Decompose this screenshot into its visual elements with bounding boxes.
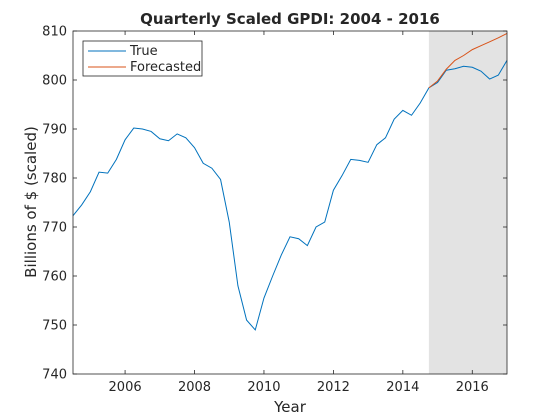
x-tick-label: 2012 xyxy=(317,380,350,395)
y-tick-label: 790 xyxy=(42,123,67,138)
x-tick-label: 2014 xyxy=(386,380,419,395)
series-line-true xyxy=(72,60,508,331)
y-axis-ticks: 740 750 760 770 780 790 800 810 xyxy=(42,25,507,383)
y-tick-label: 770 xyxy=(42,221,67,236)
chart-title: Quarterly Scaled GPDI: 2004 - 2016 xyxy=(140,10,440,28)
x-axis-ticks: 2006 2008 2010 2012 2014 2016 xyxy=(109,31,489,395)
y-tick-label: 740 xyxy=(42,368,67,383)
x-tick-label: 2016 xyxy=(456,380,489,395)
legend: True Forecasted xyxy=(82,40,203,77)
y-tick-label: 810 xyxy=(42,25,67,40)
series-line-forecasted xyxy=(428,33,508,89)
y-axis-label: Billions of $ (scaled) xyxy=(22,126,40,278)
legend-box xyxy=(82,40,203,77)
y-tick-label: 760 xyxy=(42,270,67,285)
x-tick-label: 2006 xyxy=(109,380,142,395)
x-axis-label: Year xyxy=(273,398,307,416)
legend-label-true: True xyxy=(129,44,158,59)
x-tick-label: 2008 xyxy=(178,380,211,395)
series-layer xyxy=(72,33,508,331)
y-tick-label: 800 xyxy=(42,74,67,89)
legend-label-forecasted: Forecasted xyxy=(130,60,201,75)
x-tick-label: 2010 xyxy=(247,380,280,395)
forecast-shaded-region xyxy=(428,31,507,374)
y-tick-label: 780 xyxy=(42,172,67,187)
y-tick-label: 750 xyxy=(42,319,67,334)
plot-border xyxy=(72,30,508,375)
